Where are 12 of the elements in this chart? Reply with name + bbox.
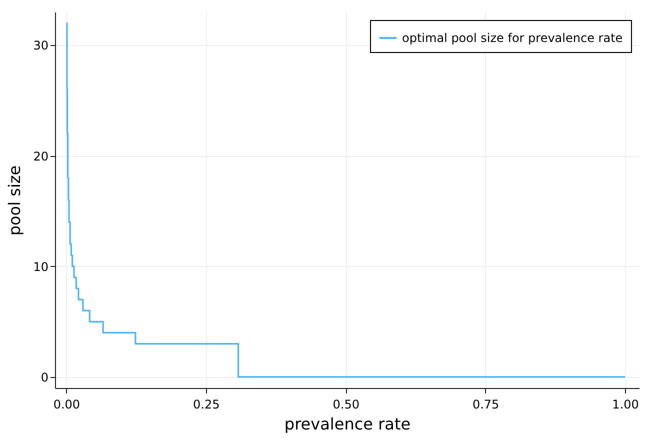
x-tick-label: 0.25 (193, 398, 220, 412)
y-tick-label: 10 (33, 260, 48, 274)
x-tick-label: 0.00 (53, 398, 80, 412)
x-axis-title: prevalence rate (284, 414, 411, 434)
y-tick-label: 30 (33, 38, 48, 53)
x-tick-label: 0.50 (332, 398, 360, 412)
y-axis-title: pool size (5, 165, 24, 236)
x-tick-label: 1.00 (612, 398, 639, 412)
x-tick-label: 0.75 (472, 398, 500, 412)
y-tick-label: 20 (33, 149, 48, 164)
y-tick-label: 0 (40, 370, 48, 384)
legend-label: optimal pool size for prevalence rate (402, 31, 623, 45)
